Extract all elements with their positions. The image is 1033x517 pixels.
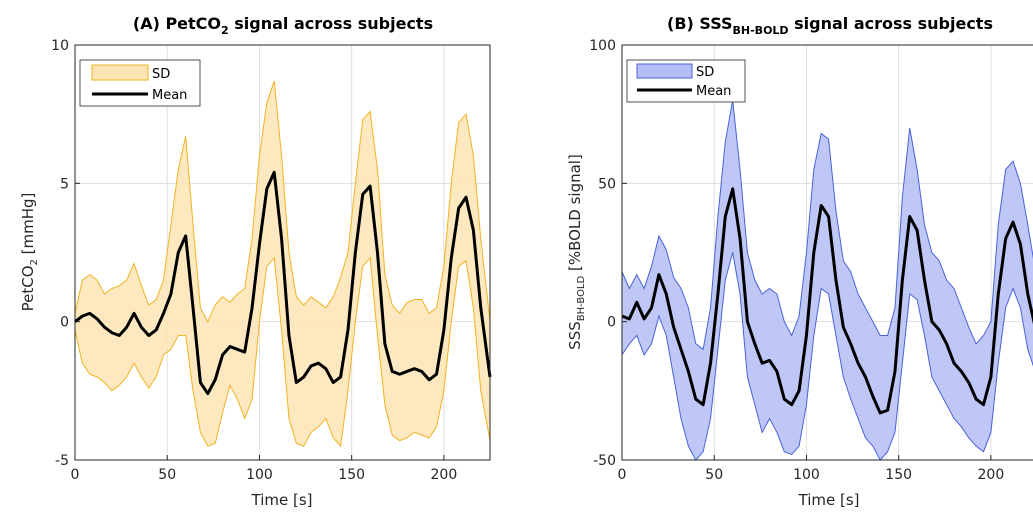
panel-b-xtick-label: 200 xyxy=(978,467,1005,483)
panel-a-xtick-label: 150 xyxy=(338,467,365,483)
panel-a-axes-box xyxy=(74,44,491,461)
panel-b-axes-box xyxy=(621,44,1033,461)
panel-b-sd-band xyxy=(621,100,1033,461)
panel-b-ylabel: SSSBH-BOLD [%BOLD signal] xyxy=(566,154,587,350)
panel-b-ytick-label: 100 xyxy=(589,38,616,54)
panel-b-legend: SD Mean xyxy=(626,59,746,103)
panel-b-ytick-label: 0 xyxy=(607,315,616,331)
panel-a: (A) PetCO2 signal across subjects 0 50 100… xyxy=(19,14,492,509)
panel-b-xtick-label: 100 xyxy=(793,467,820,483)
panel-a-xtick-label: 200 xyxy=(431,467,458,483)
panel-b-legend-mean-label: Mean xyxy=(696,84,731,99)
panel-b-xtick-label: 50 xyxy=(705,467,723,483)
panel-a-legend-sd-swatch xyxy=(91,64,149,81)
panel-a-ytick-label: 10 xyxy=(51,38,69,54)
panel-a-ytick-label: 0 xyxy=(60,315,69,331)
panel-a-mean-line xyxy=(74,170,492,396)
panel-b-xlabel: Time [s] xyxy=(798,491,860,509)
panel-a-legend-sd-label: SD xyxy=(152,67,170,82)
panel-a-legend-mean-label: Mean xyxy=(152,88,187,103)
panel-a-ylabel: PetCO2 [mmHg] xyxy=(19,193,40,312)
panel-a-title: (A) PetCO2 signal across subjects xyxy=(133,14,433,37)
panel-b-title: (B) SSSBH-BOLD signal across subjects xyxy=(667,14,993,37)
panel-a-xtick-label: 100 xyxy=(246,467,273,483)
panel-b-legend-sd-swatch xyxy=(636,63,693,79)
panel-a-ytick-label: -5 xyxy=(55,453,69,469)
panel-b-ytick-label: -50 xyxy=(593,453,616,469)
panel-a-ytick-label: 5 xyxy=(60,176,69,192)
panel-a-xlabel: Time [s] xyxy=(251,491,313,509)
panel-b-xtick-label: 0 xyxy=(618,467,627,483)
panel-b-xtick-label: 150 xyxy=(885,467,912,483)
panel-a-xtick-label: 0 xyxy=(71,467,80,483)
panel-b: (B) SSSBH-BOLD signal across subjects 0 5… xyxy=(566,14,1033,509)
panel-b-legend-sd-label: SD xyxy=(696,65,714,80)
panel-b-mean-line xyxy=(621,187,1033,415)
panel-a-legend: SD Mean xyxy=(79,59,201,107)
panel-b-ytick-label: 50 xyxy=(598,176,616,192)
panel-a-xtick-label: 50 xyxy=(158,467,176,483)
